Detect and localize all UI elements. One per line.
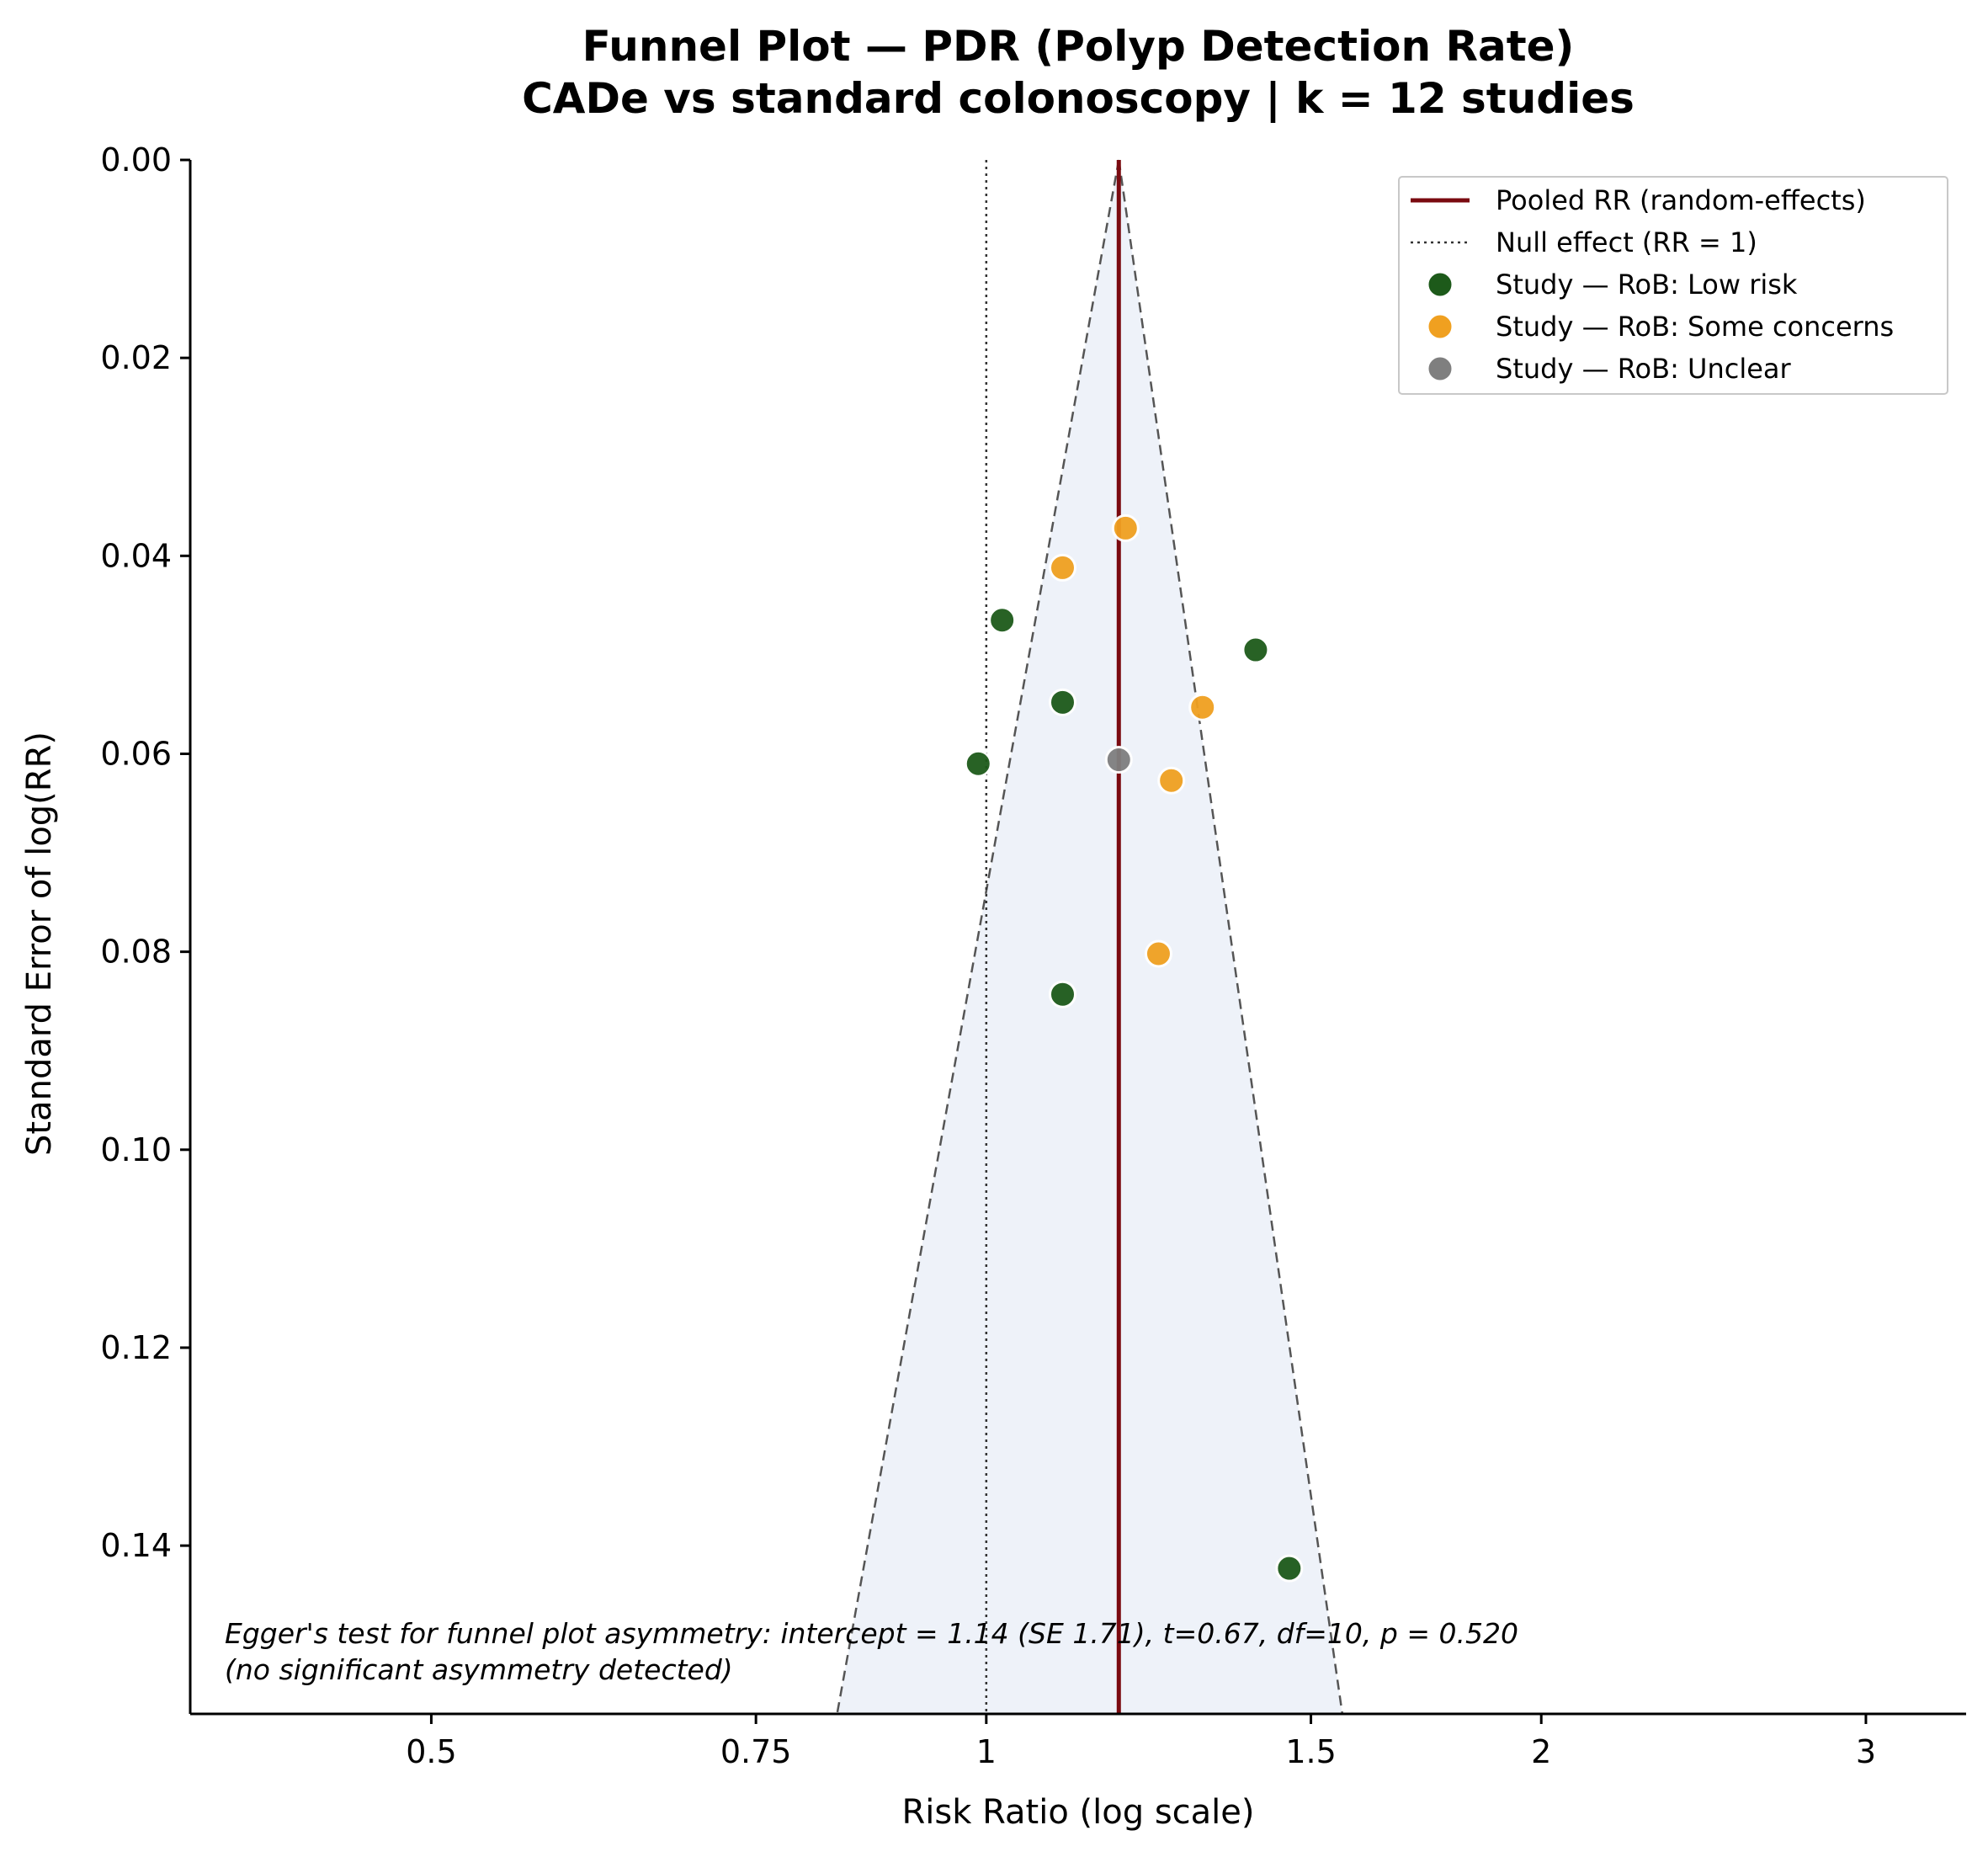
legend-entries: Pooled RR (random-effects) Null effect (R… [1411, 184, 1894, 385]
study-point-some-concerns-3 [1188, 693, 1217, 721]
y-tick-label-6: 0.12 [100, 1329, 172, 1366]
study-point-low-risk-3 [1048, 688, 1076, 716]
y-tick-label-4: 0.08 [100, 934, 172, 971]
egger-test-line-2: (no significant asymmetry detected) [225, 1653, 733, 1686]
x-axis-label: Risk Ratio (log scale) [901, 1793, 1254, 1832]
study-point-some-concerns-5 [1144, 939, 1172, 968]
funnel-left-edge [836, 159, 1120, 1715]
egger-test-line-1: Egger's test for funnel plot asymmetry: … [225, 1617, 1518, 1650]
legend-label-2: Study — RoB: Low risk [1496, 269, 1798, 301]
x-tick-label-1: 0.75 [720, 1733, 792, 1770]
study-point-some-concerns-2 [1048, 553, 1076, 582]
study-point-some-concerns-1 [1111, 513, 1140, 542]
chart-subtitle: CADe vs standard colonoscopy | k = 12 st… [522, 74, 1635, 123]
x-tick-label-0: 0.5 [406, 1733, 456, 1770]
legend-handle-3 [1426, 312, 1454, 341]
chart-title: Funnel Plot — PDR (Polyp Detection Rate) [582, 22, 1575, 71]
study-point-low-risk-1 [988, 606, 1017, 635]
x-tick-label-2: 1 [976, 1733, 997, 1770]
legend-label-1: Null effect (RR = 1) [1496, 226, 1757, 258]
legend-handle-4 [1426, 354, 1454, 383]
legend-handle-2 [1426, 270, 1454, 299]
study-point-low-risk-4 [964, 749, 992, 778]
legend-label-3: Study — RoB: Some concerns [1496, 311, 1894, 343]
y-tick-label-5: 0.10 [100, 1131, 172, 1168]
y-tick-label-3: 0.06 [100, 735, 172, 772]
y-axis-label: Standard Error of log(RR) [20, 732, 59, 1156]
study-point-low-risk-5 [1048, 980, 1076, 1008]
study-point-low-risk-2 [1241, 636, 1270, 664]
legend: Pooled RR (random-effects) Null effect (R… [1398, 176, 1948, 395]
funnel-region [837, 160, 1342, 1714]
study-point-unclear-1 [1104, 746, 1133, 774]
x-axis-ticks: 0.5 0.75 1 1.5 2 3 [406, 1714, 1876, 1770]
axes: 0.00 0.02 0.04 0.06 0.08 0.10 0.12 0.14 0.5 0.75… [100, 141, 1966, 1770]
legend-box [1398, 176, 1948, 395]
plot-area [836, 159, 1344, 1715]
y-tick-label-0: 0.00 [100, 141, 172, 178]
study-point-some-concerns-4 [1157, 766, 1186, 795]
egger-test-annotation: Egger's test for funnel plot asymmetry: … [225, 1617, 1518, 1686]
legend-label-4: Study — RoB: Unclear [1496, 353, 1792, 385]
study-points [964, 513, 1304, 1583]
y-axis-ticks: 0.00 0.02 0.04 0.06 0.08 0.10 0.12 0.14 [100, 141, 190, 1564]
x-tick-label-3: 1.5 [1285, 1733, 1336, 1770]
legend-label-0: Pooled RR (random-effects) [1496, 184, 1866, 216]
y-tick-label-1: 0.02 [100, 339, 172, 376]
funnel-right-edge [1118, 159, 1344, 1715]
x-tick-label-4: 2 [1531, 1733, 1551, 1770]
study-point-low-risk-6 [1275, 1554, 1304, 1583]
x-tick-label-5: 3 [1856, 1733, 1876, 1770]
y-tick-label-2: 0.04 [100, 537, 172, 574]
y-tick-label-7: 0.14 [100, 1527, 172, 1564]
